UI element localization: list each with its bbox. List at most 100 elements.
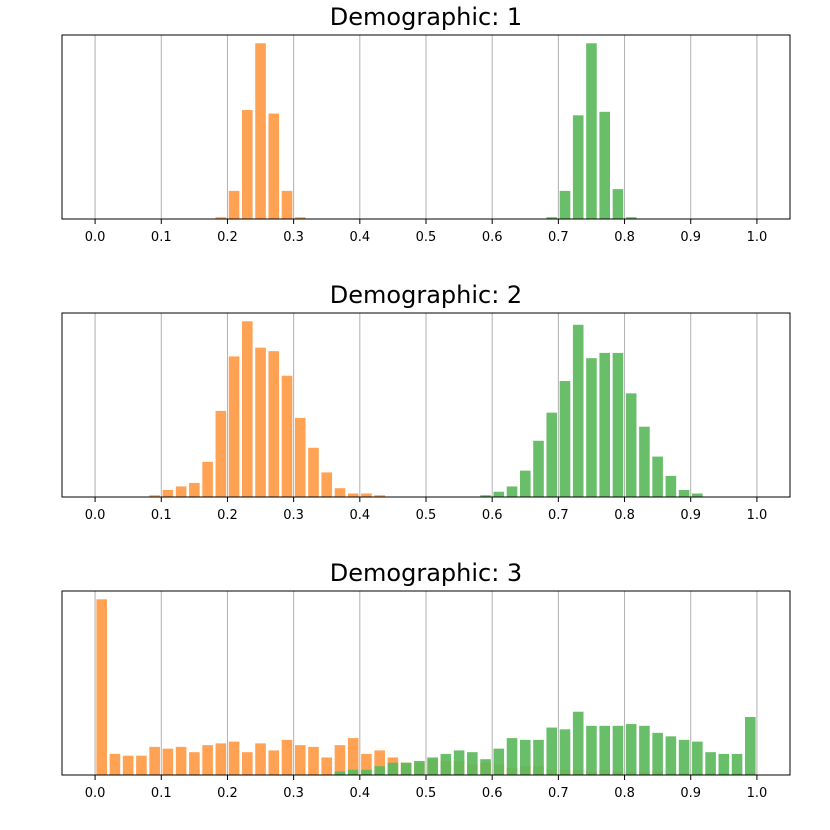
bar bbox=[294, 745, 306, 775]
bar bbox=[599, 111, 610, 219]
x-tick-label: 0.9 bbox=[680, 230, 701, 245]
x-tick-label: 0.7 bbox=[548, 508, 569, 523]
bar bbox=[546, 217, 558, 219]
bar bbox=[625, 393, 637, 497]
x-tick-label: 0.8 bbox=[614, 230, 635, 245]
bar bbox=[572, 115, 584, 219]
bar bbox=[294, 217, 306, 219]
bar bbox=[400, 762, 412, 775]
x-tick-label: 0.1 bbox=[151, 786, 172, 801]
x-tick-label: 0.2 bbox=[217, 508, 238, 523]
bar bbox=[692, 741, 703, 775]
bar bbox=[612, 189, 624, 219]
bar bbox=[189, 482, 200, 497]
bar bbox=[533, 739, 544, 775]
bar bbox=[665, 475, 677, 497]
bar bbox=[546, 412, 558, 497]
bar bbox=[612, 352, 624, 497]
bar bbox=[374, 750, 385, 775]
bar bbox=[347, 769, 359, 775]
bar bbox=[321, 472, 333, 497]
bar bbox=[334, 488, 346, 497]
bar bbox=[387, 762, 399, 775]
bar bbox=[572, 711, 584, 775]
bar bbox=[625, 724, 637, 775]
bar bbox=[493, 748, 505, 775]
bar bbox=[308, 447, 319, 497]
x-tick-label: 0.0 bbox=[85, 230, 106, 245]
bar bbox=[162, 489, 174, 497]
x-tick-label: 0.5 bbox=[416, 508, 437, 523]
bar bbox=[255, 43, 266, 219]
bar bbox=[586, 43, 597, 219]
x-tick-label: 0.3 bbox=[283, 508, 304, 523]
bar bbox=[692, 493, 703, 497]
chart-panel-2: 0.0 0.1 0.2 0.3 0.4 0.5 0.6 0.7 0.8 0.9 1.0 Demogra… bbox=[61, 281, 791, 523]
bar bbox=[374, 495, 385, 497]
bar bbox=[242, 321, 253, 497]
x-tick-label: 0.5 bbox=[416, 786, 437, 801]
bar bbox=[467, 752, 478, 775]
series-orange bbox=[149, 321, 385, 497]
bar bbox=[215, 217, 227, 219]
bar bbox=[718, 753, 730, 775]
x-tick-label: 0.0 bbox=[85, 508, 106, 523]
chart-title: Demographic: 2 bbox=[330, 281, 522, 309]
bar bbox=[427, 757, 438, 775]
bar bbox=[745, 717, 756, 775]
bar bbox=[175, 486, 187, 497]
bar bbox=[440, 753, 452, 775]
bar bbox=[480, 495, 491, 497]
x-tick-label: 0.9 bbox=[680, 786, 701, 801]
bar bbox=[189, 752, 200, 775]
bar bbox=[228, 190, 240, 219]
bar bbox=[559, 190, 571, 219]
bar bbox=[519, 739, 531, 775]
bar bbox=[414, 760, 425, 775]
bar bbox=[361, 493, 372, 497]
bar bbox=[678, 489, 690, 497]
bar bbox=[480, 759, 491, 775]
bar bbox=[228, 356, 240, 497]
bar bbox=[149, 495, 160, 497]
bar bbox=[162, 748, 174, 775]
series-green bbox=[546, 43, 637, 219]
bar bbox=[572, 324, 584, 497]
bar bbox=[242, 110, 253, 219]
x-tick-label: 0.2 bbox=[217, 230, 238, 245]
bar bbox=[334, 745, 346, 775]
bar bbox=[96, 599, 107, 775]
bar bbox=[334, 771, 346, 775]
bar bbox=[652, 456, 663, 497]
series-green bbox=[334, 711, 756, 775]
bar bbox=[519, 470, 531, 497]
bar bbox=[665, 736, 677, 775]
bar bbox=[361, 753, 372, 775]
bar bbox=[215, 410, 227, 497]
x-tick-label: 0.6 bbox=[482, 230, 503, 245]
bar bbox=[228, 741, 240, 775]
bar bbox=[268, 750, 280, 775]
bar bbox=[268, 351, 280, 497]
chart-title: Demographic: 1 bbox=[330, 3, 522, 31]
series-green bbox=[480, 324, 703, 497]
bar bbox=[586, 725, 597, 775]
bar bbox=[361, 769, 372, 775]
bar bbox=[705, 752, 716, 775]
bar bbox=[731, 753, 743, 775]
x-tick-label: 0.4 bbox=[349, 508, 370, 523]
x-tick-label: 1.0 bbox=[747, 230, 768, 245]
bar bbox=[453, 750, 465, 775]
bar bbox=[255, 743, 266, 775]
bar bbox=[242, 752, 253, 775]
bar bbox=[109, 753, 121, 775]
bar bbox=[175, 746, 187, 775]
bar bbox=[639, 725, 650, 775]
chart-panel-1: 0.0 0.1 0.2 0.3 0.4 0.5 0.6 0.7 0.8 0.9 1.0 Demogra… bbox=[61, 3, 791, 245]
bar bbox=[374, 766, 385, 775]
bar bbox=[586, 358, 597, 497]
bar bbox=[493, 491, 505, 497]
bar bbox=[506, 486, 518, 497]
bar bbox=[255, 347, 266, 497]
